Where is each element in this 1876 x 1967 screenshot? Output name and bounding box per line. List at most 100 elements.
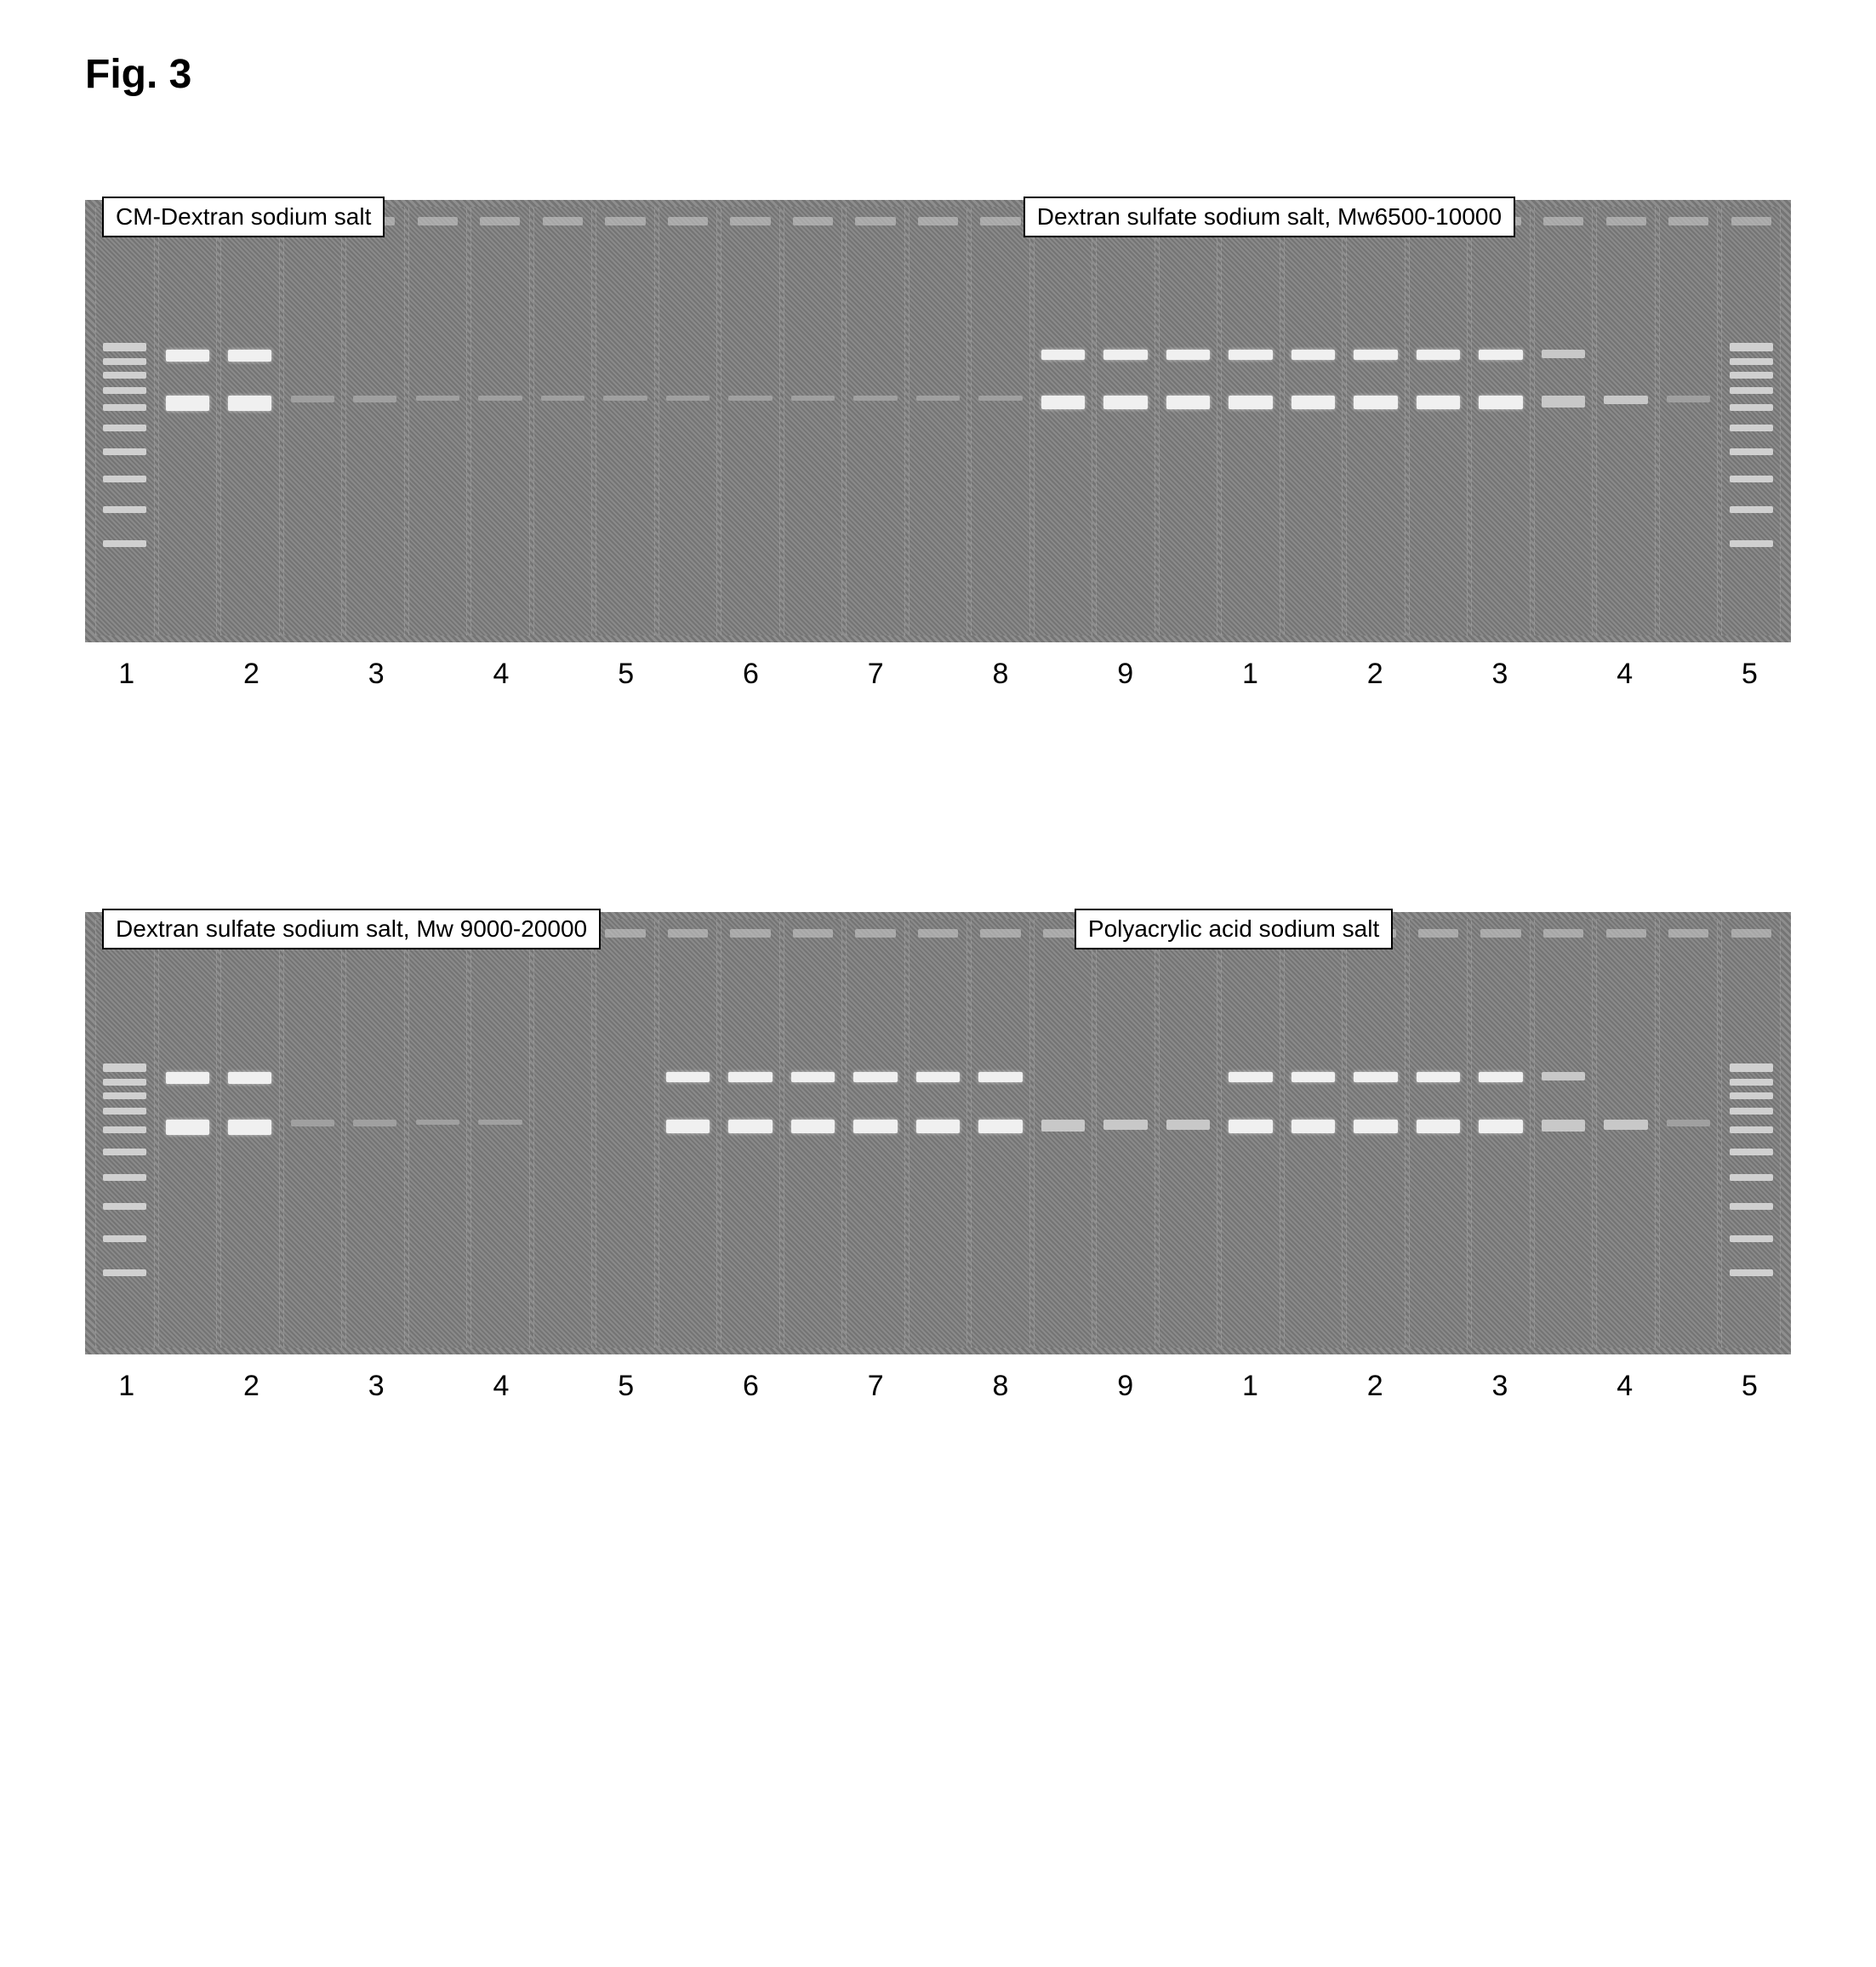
lane-number xyxy=(1531,658,1594,691)
gel-band xyxy=(603,396,647,401)
sample-lane xyxy=(909,919,968,1348)
gel-band xyxy=(478,396,522,401)
gel-band xyxy=(353,396,396,402)
ladder-lane xyxy=(95,207,155,636)
sample-lane xyxy=(1471,207,1531,636)
lane-number xyxy=(1656,658,1718,691)
sample-lane xyxy=(659,919,718,1348)
lane-number: 6 xyxy=(720,1370,782,1403)
sample-lane xyxy=(721,207,780,636)
gel-band xyxy=(228,1120,271,1135)
lane-number xyxy=(533,1370,595,1403)
gel-band xyxy=(166,396,209,411)
sample-lane xyxy=(1034,207,1093,636)
lane-number: 1 xyxy=(95,1370,157,1403)
lane-number xyxy=(1656,1370,1718,1403)
lane-number: 6 xyxy=(720,658,782,691)
gel-container xyxy=(85,200,1791,642)
gel-band xyxy=(103,372,146,379)
lane-number: 4 xyxy=(1594,1370,1656,1403)
gel-band xyxy=(1292,1072,1335,1082)
lane-number xyxy=(408,1370,470,1403)
sample-lane xyxy=(971,919,1030,1348)
gel-band xyxy=(1730,404,1773,411)
sample-lane xyxy=(283,919,343,1348)
sample-lane xyxy=(1596,919,1656,1348)
gel-band xyxy=(1667,1120,1710,1126)
gel-band xyxy=(1730,372,1773,379)
gel-band xyxy=(1292,396,1335,409)
sample-lane xyxy=(1346,919,1406,1348)
gel-band xyxy=(103,1063,146,1072)
sample-lane xyxy=(784,919,843,1348)
lane-number xyxy=(282,1370,345,1403)
gel-band xyxy=(478,1120,522,1125)
lane-number: 2 xyxy=(1344,1370,1406,1403)
lane-number xyxy=(1032,658,1094,691)
lane-number: 9 xyxy=(1094,658,1156,691)
lane-number: 1 xyxy=(95,658,157,691)
gel-band xyxy=(1417,1120,1460,1133)
gel-band xyxy=(353,1120,396,1126)
lane-number-row: 12345678912345 xyxy=(85,1370,1791,1403)
gel-band xyxy=(1730,506,1773,513)
gel-image xyxy=(85,200,1791,642)
gel-band xyxy=(1730,1269,1773,1276)
sample-lane xyxy=(470,919,530,1348)
gel-band xyxy=(166,350,209,362)
lane-number: 3 xyxy=(345,1370,408,1403)
lane-number: 7 xyxy=(845,658,907,691)
sample-lane xyxy=(158,919,218,1348)
ladder-lane xyxy=(1721,207,1781,636)
panel-label: Dextran sulfate sodium salt, Mw6500-1000… xyxy=(1024,197,1515,237)
gel-band xyxy=(1730,1174,1773,1181)
sample-lane xyxy=(1221,919,1280,1348)
gel-panel: Dextran sulfate sodium salt, Mw 9000-200… xyxy=(85,912,1791,1403)
gel-band xyxy=(978,1120,1022,1133)
sample-lane xyxy=(1096,919,1155,1348)
gel-band xyxy=(916,1120,960,1133)
gel-band xyxy=(103,1174,146,1181)
gel-band xyxy=(666,1072,710,1082)
lane-number: 2 xyxy=(1344,658,1406,691)
gel-band xyxy=(1542,1072,1585,1080)
sample-lane xyxy=(533,919,593,1348)
lane-number xyxy=(1156,1370,1218,1403)
lane-number xyxy=(157,1370,220,1403)
gel-band xyxy=(1229,1120,1272,1133)
gel-band xyxy=(1730,1079,1773,1086)
lane-number xyxy=(1032,1370,1094,1403)
gel-band xyxy=(1730,476,1773,482)
lane-number: 5 xyxy=(595,1370,657,1403)
gel-band xyxy=(1730,1092,1773,1099)
lane-number: 3 xyxy=(345,658,408,691)
lane-number: 8 xyxy=(969,658,1031,691)
gel-band xyxy=(103,540,146,547)
ladder-lane xyxy=(95,919,155,1348)
gel-band xyxy=(791,1072,835,1082)
sample-lane xyxy=(1159,207,1218,636)
lane-number xyxy=(907,1370,969,1403)
sample-lane xyxy=(408,919,468,1348)
sample-lane xyxy=(220,919,280,1348)
gel-band xyxy=(103,1235,146,1242)
sample-lane xyxy=(158,207,218,636)
gel-band xyxy=(1730,1108,1773,1115)
gel-band xyxy=(978,1072,1022,1082)
lane-number-row: 12345678912345 xyxy=(85,658,1791,691)
gel-band xyxy=(1041,350,1085,360)
gel-band xyxy=(103,506,146,513)
gel-band xyxy=(1730,358,1773,365)
gel-band xyxy=(1542,396,1585,408)
sample-lane xyxy=(1346,207,1406,636)
gel-band xyxy=(416,1120,459,1125)
gel-band xyxy=(1229,1072,1272,1082)
gel-band xyxy=(1417,1072,1460,1082)
sample-lane xyxy=(721,919,780,1348)
gel-band xyxy=(791,1120,835,1133)
lane-number xyxy=(1531,1370,1594,1403)
sample-lane xyxy=(784,207,843,636)
gel-band xyxy=(1730,448,1773,455)
gel-band xyxy=(103,1149,146,1155)
gel-band xyxy=(1479,396,1522,409)
